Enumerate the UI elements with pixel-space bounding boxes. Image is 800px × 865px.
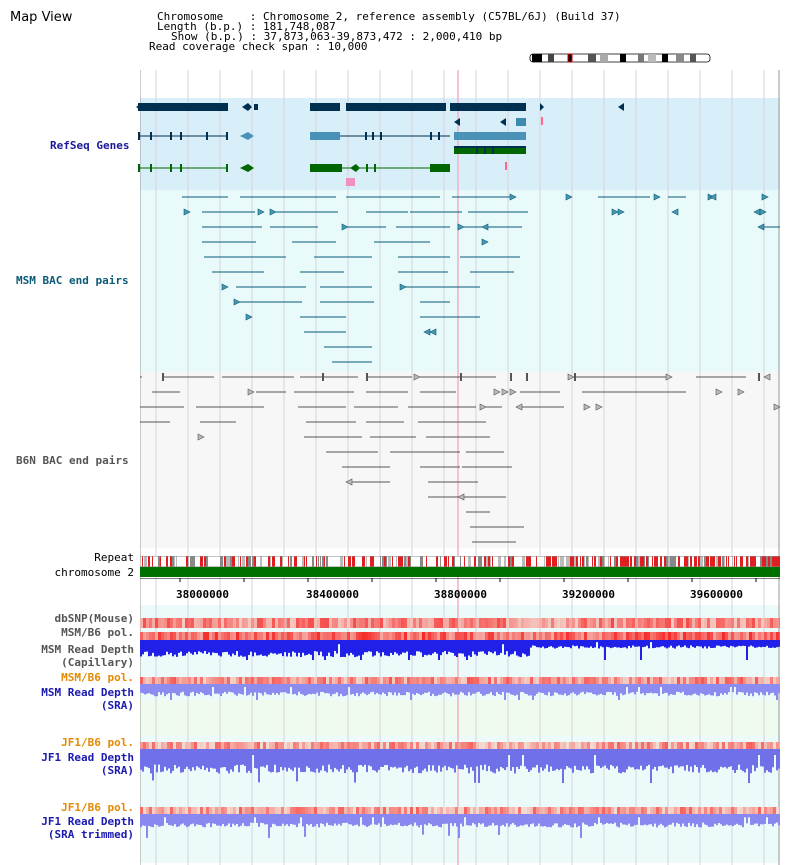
- grid-lines: [140, 70, 780, 865]
- jf1-depth-sra-sublabel: (SRA): [100, 764, 134, 777]
- axis-tick-label: 38400000: [306, 588, 359, 601]
- msm-bac-track[interactable]: [140, 190, 780, 372]
- jf1-pol2-track-label: JF1/B6 pol.: [61, 801, 134, 814]
- b6n-bac-track[interactable]: [140, 372, 780, 548]
- msm-depth-sra-sublabel: (SRA): [100, 699, 134, 712]
- chromosome-ideogram[interactable]: [528, 51, 714, 65]
- msm-depth-sra-histogram[interactable]: [140, 684, 780, 708]
- axis-tick-label: 39600000: [690, 588, 743, 601]
- msm-bac-track-bg: [140, 190, 780, 372]
- msm-depth-cap-histogram[interactable]: [140, 640, 780, 668]
- jf1-depth-sra-histogram[interactable]: [140, 749, 780, 785]
- show-range-info: Show (b.p.) : 37,873,063-39,873,472 : 2,…: [171, 30, 503, 43]
- repeat-track[interactable]: [139, 552, 781, 568]
- jf1-pol-heat-track[interactable]: [140, 737, 782, 752]
- jf1-pol2-heat-track[interactable]: [140, 802, 782, 817]
- jf1-depth-trim-sublabel: (SRA trimmed): [47, 828, 134, 841]
- refseq-track[interactable]: [130, 98, 780, 190]
- msm-pol-track-label: MSM/B6 pol.: [61, 626, 134, 639]
- msm-depth-cap-label: MSM Read Depth: [41, 643, 134, 656]
- chromosome-bar[interactable]: [140, 567, 780, 577]
- msm-pol2-heat-track[interactable]: [140, 672, 782, 687]
- axis-tick-label: 38000000: [176, 588, 229, 601]
- repeat-track-label: Repeat: [94, 551, 134, 564]
- b6n-bac-track-bg: [140, 372, 780, 548]
- msm-depth-cap-sublabel: (Capillary): [61, 656, 134, 669]
- msm-depth-sra-label: MSM Read Depth: [41, 686, 134, 699]
- length-info: Length (b.p.) : 181,748,087: [157, 20, 336, 33]
- coverage-span-info: Read coverage check span : 10,000: [149, 40, 368, 53]
- refseq-track-bg: [140, 98, 780, 190]
- msm-pol2-track-label: MSM/B6 pol.: [61, 671, 134, 684]
- jf1-depth-trim-label: JF1 Read Depth: [41, 815, 134, 828]
- axis-tick-label: 38800000: [434, 588, 487, 601]
- jf1-depth-sra-label: JF1 Read Depth: [41, 751, 134, 764]
- axis-tick-label: 39200000: [562, 588, 615, 601]
- refseq-track-label: RefSeq Genes: [50, 139, 130, 152]
- dbsnp-heat-track[interactable]: [140, 613, 782, 628]
- position-axis: [140, 578, 780, 582]
- window-title: Map View: [10, 10, 73, 25]
- dbsnp-track-label: dbSNP(Mouse): [54, 612, 134, 625]
- b6n-bac-track-label: B6N BAC end pairs: [16, 454, 129, 467]
- chromosome-track-label: chromosome 2: [54, 566, 134, 579]
- jf1-depth-trim-histogram[interactable]: [140, 814, 780, 840]
- chromosome-info: Chromosome : Chromosome 2, reference ass…: [157, 10, 621, 23]
- msm-bac-track-label: MSM BAC end pairs: [16, 274, 129, 287]
- msm-pol-heat-track[interactable]: [140, 627, 782, 642]
- msm-sra-track-bg: [140, 700, 780, 736]
- jf1-pol-track-label: JF1/B6 pol.: [61, 736, 134, 749]
